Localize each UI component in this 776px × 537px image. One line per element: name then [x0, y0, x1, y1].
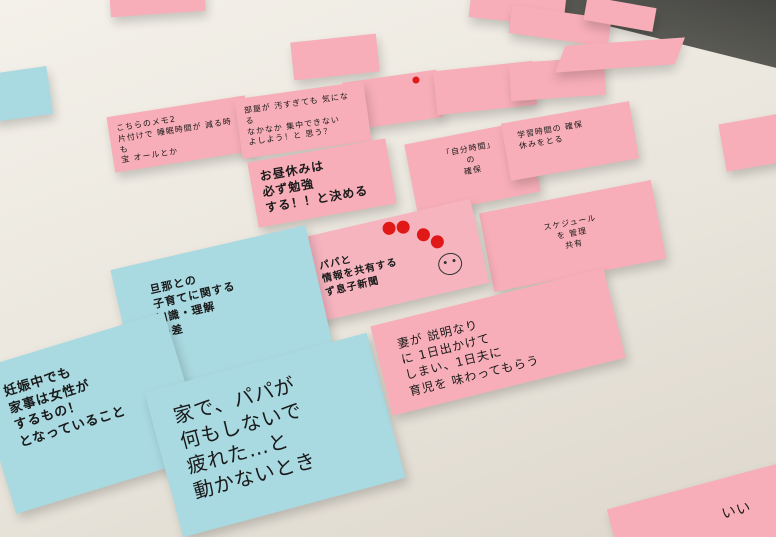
- red-sticker-3: [415, 226, 432, 243]
- red-sticker-4: [429, 234, 446, 250]
- note-far-blue-left: [0, 66, 54, 122]
- note-papa-share-text: パパと 情報を共有する ず息子新聞: [318, 253, 399, 299]
- red-dot-small: [411, 76, 420, 84]
- red-sticker-2: [395, 219, 411, 235]
- note-far-pink-a: [290, 33, 380, 81]
- note-gakushu: 学習時間の 確保 休みをとる: [500, 101, 640, 181]
- face-doodle: [435, 250, 465, 278]
- note-far-right-edge: [718, 112, 776, 172]
- note-bento: こちらのメモ2 片付けで 睡眠時間が 減る時も 宝 オールとか: [106, 95, 254, 173]
- note-far-curled: [555, 37, 685, 73]
- red-sticker-1: [381, 220, 397, 237]
- note-far-top-left: [109, 0, 206, 18]
- note-bottom-right: いい: [606, 457, 776, 537]
